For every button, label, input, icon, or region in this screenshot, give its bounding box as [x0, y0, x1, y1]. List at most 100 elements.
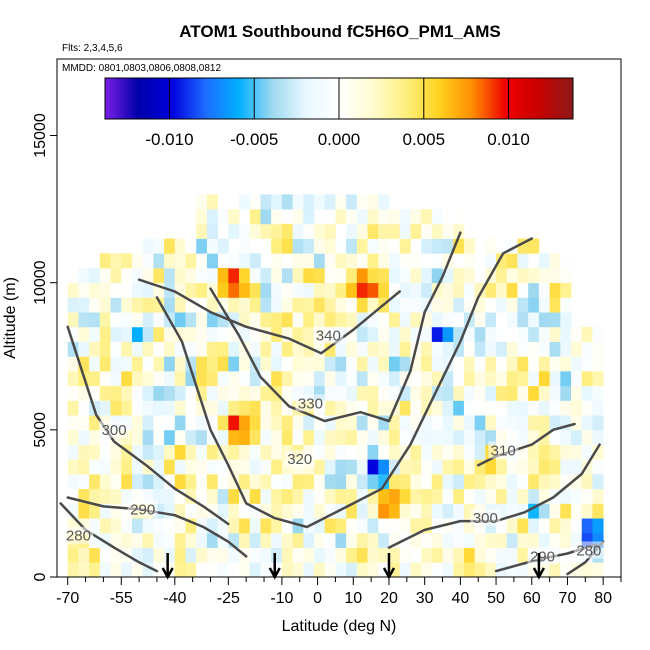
heatmap-cell — [378, 326, 390, 342]
heatmap-cell — [78, 297, 90, 313]
heatmap-cell — [239, 488, 251, 504]
heatmap-cell — [356, 223, 368, 239]
heatmap-cell — [346, 503, 358, 519]
heatmap-cell — [78, 267, 90, 284]
heatmap-cell — [185, 429, 197, 445]
heatmap-cell — [442, 223, 454, 239]
heatmap-cell — [335, 518, 347, 534]
heatmap-cell — [592, 415, 604, 431]
heatmap-cell — [206, 223, 219, 239]
heatmap-cell — [346, 385, 358, 401]
heatmap-cell — [281, 547, 293, 563]
heatmap-cell — [496, 297, 508, 313]
heatmap-cell — [592, 341, 604, 357]
heatmap-cell — [174, 297, 186, 313]
heatmap-cell — [421, 518, 433, 534]
heatmap-cell — [217, 562, 229, 578]
heatmap-cell — [421, 503, 433, 519]
heatmap-cell — [538, 488, 551, 504]
heatmap-cell — [281, 518, 293, 534]
heatmap-cell — [174, 562, 186, 578]
heatmap-cell — [571, 459, 583, 475]
heatmap-cell — [292, 253, 304, 269]
heatmap-cell — [356, 297, 368, 313]
heatmap-cell — [367, 400, 379, 416]
heatmap-cell — [431, 547, 443, 563]
heatmap-cell — [560, 488, 572, 504]
heatmap-cell — [528, 473, 540, 490]
heatmap-cell — [463, 253, 476, 269]
heatmap-cell — [538, 459, 551, 475]
heatmap-cell — [271, 532, 283, 548]
heatmap-cell — [239, 282, 251, 298]
heatmap-cell — [410, 400, 422, 416]
heatmap-cell — [463, 282, 476, 298]
heatmap-cell — [474, 297, 486, 313]
heatmap-cell — [399, 341, 411, 357]
heatmap-cell — [292, 297, 304, 313]
heatmap-cell — [314, 223, 326, 239]
heatmap-cell — [356, 429, 368, 445]
heatmap-cell — [142, 253, 154, 269]
heatmap-cell — [388, 341, 401, 357]
heatmap-cell — [110, 562, 122, 578]
heatmap-cell — [260, 518, 272, 534]
heatmap-cell — [110, 341, 122, 357]
heatmap-cell — [388, 223, 401, 239]
heatmap-cell — [442, 370, 454, 387]
x-tick-label: 10 — [344, 590, 362, 607]
heatmap-cell — [496, 547, 508, 563]
heatmap-cell — [346, 473, 358, 490]
heatmap-cell — [121, 370, 133, 387]
heatmap-cell — [206, 488, 219, 504]
heatmap-cell — [346, 223, 358, 239]
heatmap-cell — [356, 473, 368, 490]
heatmap-cell — [153, 429, 165, 445]
heatmap-cell — [517, 267, 529, 284]
heatmap-cell — [249, 547, 261, 563]
heatmap-cell — [121, 473, 133, 490]
heatmap-cell — [78, 326, 90, 342]
heatmap-cell — [506, 400, 518, 416]
heatmap-cell — [421, 400, 433, 416]
heatmap-cell — [153, 444, 165, 460]
heatmap-cell — [99, 297, 111, 313]
heatmap-cell — [399, 238, 411, 254]
heatmap-cell — [67, 488, 79, 504]
heatmap-cell — [549, 429, 561, 445]
heatmap-cell — [217, 415, 229, 431]
heatmap-cell — [239, 400, 251, 416]
heatmap-cell — [260, 370, 272, 387]
heatmap-cell — [110, 356, 122, 372]
heatmap-cell — [324, 444, 336, 460]
heatmap-cell — [281, 503, 293, 519]
heatmap-cell — [549, 473, 561, 490]
heatmap-cell — [367, 503, 379, 519]
heatmap-cell — [517, 400, 529, 416]
heatmap-cell — [89, 532, 101, 548]
contour-line — [59, 502, 159, 573]
heatmap-cell — [99, 562, 111, 578]
heatmap-cell — [463, 400, 476, 416]
heatmap-cell — [496, 326, 508, 342]
heatmap-cell — [142, 400, 154, 416]
heatmap-cell — [442, 341, 454, 357]
heatmap-cell — [463, 488, 476, 504]
heatmap-cell — [217, 282, 229, 298]
heatmap-cell — [496, 370, 508, 387]
heatmap-cell — [538, 356, 551, 372]
heatmap-cell — [174, 503, 186, 519]
heatmap-cell — [249, 356, 261, 372]
heatmap-cell — [485, 341, 497, 357]
heatmap-cell — [388, 429, 401, 445]
heatmap-cell — [239, 238, 251, 254]
heatmap-cell — [356, 459, 368, 475]
heatmap-cell — [314, 267, 326, 284]
heatmap-cell — [271, 267, 283, 284]
heatmap-cell — [517, 341, 529, 357]
heatmap-cell — [185, 326, 197, 342]
heatmap-cell — [453, 429, 465, 445]
contour-label: 300 — [102, 422, 127, 439]
heatmap-cell — [228, 459, 240, 475]
heatmap-cell — [164, 267, 176, 284]
